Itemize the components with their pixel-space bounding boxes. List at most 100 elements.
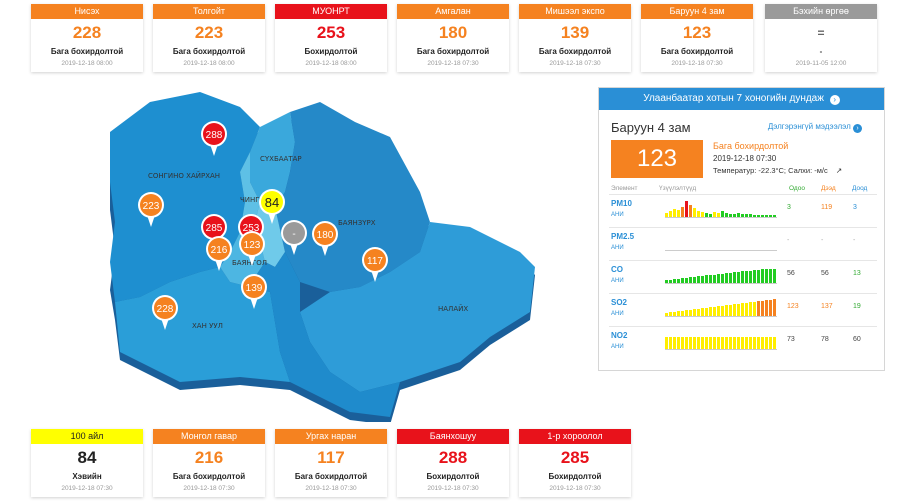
- trend-bar: [741, 214, 744, 217]
- station-name: Амгалан: [397, 4, 509, 19]
- trend-bar: [753, 270, 756, 283]
- trend-bar: [741, 303, 744, 316]
- trend-bar: [697, 276, 700, 283]
- district-south[interactable]: [250, 252, 400, 417]
- map-pin[interactable]: 288: [201, 121, 227, 156]
- station-card[interactable]: Мишээл экспо 139 Бага бохирдолтой 2019-1…: [519, 4, 631, 72]
- trend-bar: [685, 337, 688, 349]
- trend-bar: [757, 270, 760, 283]
- pollutant-row[interactable]: SO2 AHИ 123 137 19: [609, 293, 877, 326]
- svg-text:285: 285: [206, 223, 223, 234]
- station-status: Бохирдолтой: [426, 472, 480, 481]
- station-time: 2019-12-18 08:00: [61, 60, 113, 67]
- district-chingeltei[interactable]: [240, 152, 260, 232]
- trend-bar: [669, 211, 672, 217]
- station-time: 2019-12-18 07:30: [427, 485, 479, 492]
- map-pin[interactable]: 123: [239, 231, 265, 266]
- more-details-link[interactable]: Дэлгэрэнгүй мэдээлэл ›: [768, 122, 862, 133]
- panel-title: Улаанбаатар хотын 7 хоногийн дундаж: [643, 93, 824, 104]
- trend-bar: [717, 213, 720, 217]
- trend-bar: [725, 305, 728, 316]
- weekly-average-panel: Улаанбаатар хотын 7 хоногийн дундаж › Ба…: [598, 87, 885, 371]
- station-card[interactable]: Нисэх 228 Бага бохирдолтой 2019-12-18 08…: [31, 4, 143, 72]
- station-time: 2019-12-18 07:30: [549, 485, 601, 492]
- map-pin[interactable]: 223: [138, 192, 164, 227]
- map-pin[interactable]: 84: [259, 189, 285, 224]
- trend-bar: [673, 209, 676, 217]
- map-pin[interactable]: 216: [206, 236, 232, 271]
- trend-bar: [757, 337, 760, 349]
- station-card[interactable]: Монгол гавар 216 Бага бохирдолтой 2019-1…: [153, 429, 265, 497]
- panel-header[interactable]: Улаанбаатар хотын 7 хоногийн дундаж ›: [599, 88, 884, 110]
- trend-bar: [693, 337, 696, 349]
- map-pin[interactable]: 228: [152, 295, 178, 330]
- station-card[interactable]: Баруун 4 зам 123 Бага бохирдолтой 2019-1…: [641, 4, 753, 72]
- svg-text:84: 84: [265, 195, 279, 210]
- trend-bar: [741, 271, 744, 283]
- station-aqi: 288: [438, 448, 468, 467]
- trend-bar: [701, 308, 704, 316]
- station-card[interactable]: Бэхийн өргөө = - 2019-11-05 12:00: [765, 4, 877, 72]
- station-card[interactable]: Ургах наран 117 Бага бохирдолтой 2019-12…: [275, 429, 387, 497]
- svg-text:-: -: [292, 229, 295, 240]
- trend-bar: [681, 207, 684, 217]
- district-label: СҮХБААТАР: [260, 155, 302, 163]
- trend-bar: [761, 337, 764, 349]
- district-label: БАЯНЗҮРХ: [338, 219, 376, 227]
- trend-bar: [769, 300, 772, 316]
- trend-bar: [729, 273, 732, 283]
- trend-bar: [721, 211, 724, 217]
- trend-bars: [665, 297, 777, 317]
- map-pin[interactable]: 139: [241, 274, 267, 309]
- station-aqi: =: [817, 26, 825, 40]
- trend-bar: [669, 337, 672, 349]
- district-bayanzurkh[interactable]: [275, 102, 430, 292]
- pollutant-row[interactable]: CO AHИ 56 56 13: [609, 260, 877, 293]
- trend-bar: [773, 337, 776, 349]
- station-card[interactable]: МУОНРТ 253 Бохирдолтой 2019-12-18 08:00: [275, 4, 387, 72]
- trend-bar: [753, 337, 756, 349]
- panel-aqi-value: 123: [611, 140, 703, 178]
- station-status: Бага бохирдолтой: [294, 472, 368, 481]
- trend-bar: [677, 311, 680, 316]
- trend-bar: [761, 269, 764, 283]
- trend-bar: [729, 214, 732, 217]
- map-pin[interactable]: 180: [312, 221, 338, 256]
- station-card[interactable]: Толгойт 223 Бага бохирдолтой 2019-12-18 …: [153, 4, 265, 72]
- station-card[interactable]: 100 айл 84 Хэвийн 2019-12-18 07:30: [31, 429, 143, 497]
- station-name: Мишээл экспо: [519, 4, 631, 19]
- station-status: Бохирдолтой: [304, 47, 358, 56]
- station-card[interactable]: Амгалан 180 Бага бохирдолтой 2019-12-18 …: [397, 4, 509, 72]
- trend-bar: [697, 337, 700, 349]
- trend-bar: [705, 308, 708, 316]
- station-time: 2019-12-18 08:00: [183, 60, 235, 67]
- trend-bar: [753, 302, 756, 316]
- trend-bar: [737, 337, 740, 349]
- district-sukhbaatar[interactable]: [250, 112, 295, 207]
- pollutant-row[interactable]: PM2.5 AHИ - - -: [609, 227, 877, 260]
- city-map[interactable]: СОНГИНО ХАЙРХАН СҮХБААТАР ЧИНГ БАЯНЗҮРХ …: [90, 82, 570, 422]
- trend-bars: [665, 198, 777, 218]
- station-card[interactable]: 1-р хороолол 285 Бохирдолтой 2019-12-18 …: [519, 429, 631, 497]
- pollutant-row[interactable]: PM10 AHИ 3 119 3: [609, 194, 877, 227]
- trend-bar: [689, 337, 692, 349]
- map-pin[interactable]: 117: [362, 247, 388, 282]
- trend-bar: [685, 310, 688, 316]
- station-time: 2019-12-18 07:30: [61, 485, 113, 492]
- map-pin[interactable]: -: [281, 220, 307, 255]
- station-name: Баруун 4 зам: [641, 4, 753, 19]
- trend-bar: [673, 312, 676, 316]
- district-nalaikh[interactable]: [300, 222, 535, 392]
- pollutant-row[interactable]: NO2 AHИ 73 78 60: [609, 326, 877, 359]
- station-aqi: 253: [316, 23, 346, 42]
- station-time: 2019-12-18 07:30: [305, 485, 357, 492]
- trend-bar: [761, 215, 764, 217]
- station-name: Баянхошуу: [397, 429, 509, 444]
- station-card[interactable]: Баянхошуу 288 Бохирдолтой 2019-12-18 07:…: [397, 429, 509, 497]
- station-name: Монгол гавар: [153, 429, 265, 444]
- station-name: Бэхийн өргөө: [765, 4, 877, 19]
- trend-bar: [709, 337, 712, 349]
- svg-text:139: 139: [246, 283, 263, 294]
- station-aqi: 117: [317, 448, 345, 467]
- station-status: Бага бохирдолтой: [660, 47, 734, 56]
